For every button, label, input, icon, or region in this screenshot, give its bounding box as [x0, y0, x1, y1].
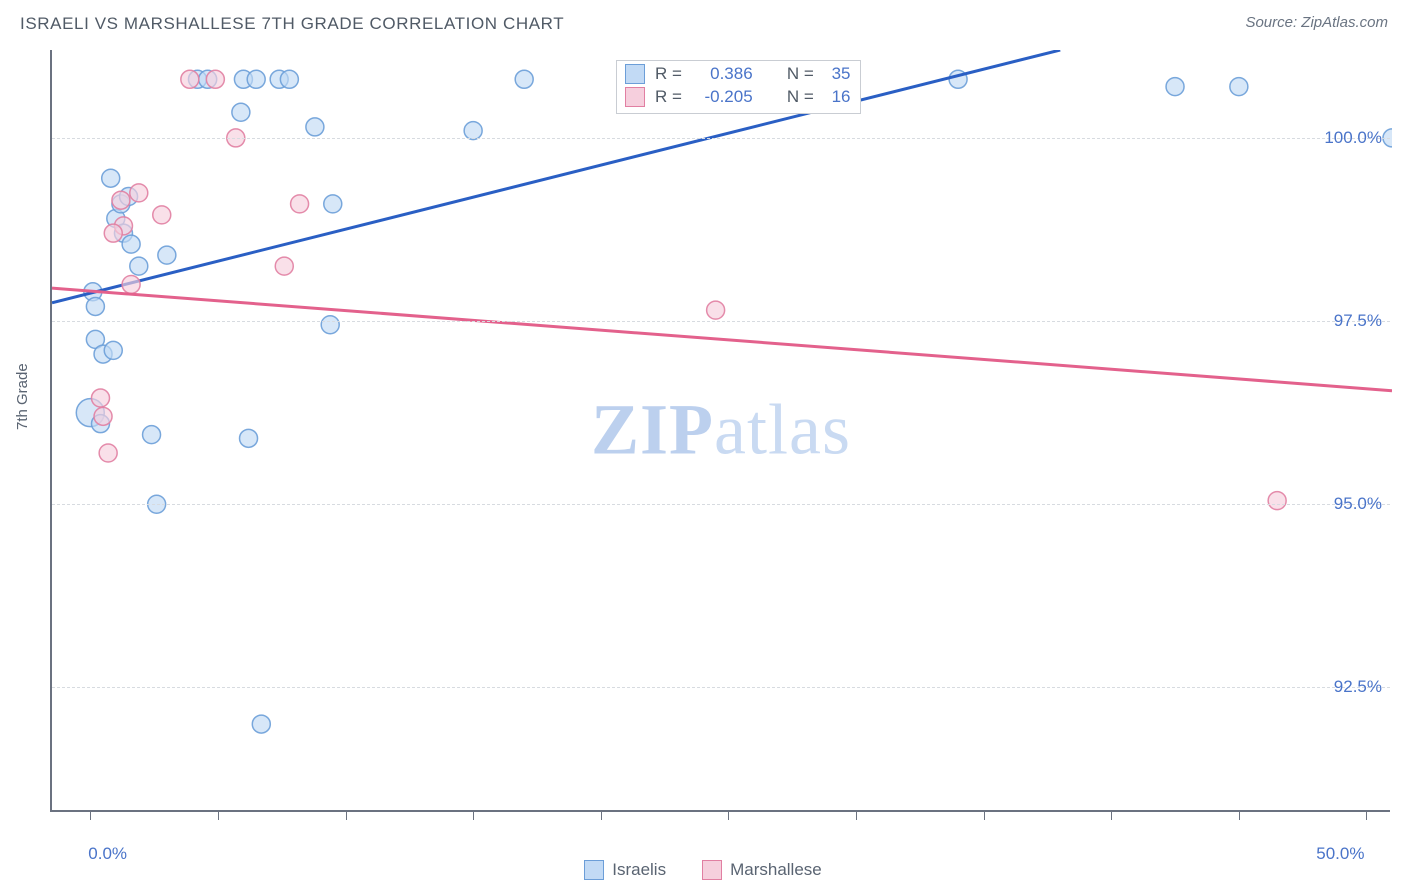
data-point — [122, 235, 140, 253]
y-axis-label: 7th Grade — [14, 363, 31, 430]
data-point — [324, 195, 342, 213]
x-tick — [728, 810, 729, 820]
data-point — [247, 70, 265, 88]
x-tick — [218, 810, 219, 820]
data-point — [240, 429, 258, 447]
data-point — [130, 184, 148, 202]
chart-container: ISRAELI VS MARSHALLESE 7TH GRADE CORRELA… — [0, 0, 1406, 892]
x-tick-label: 50.0% — [1304, 844, 1364, 864]
data-point — [104, 224, 122, 242]
y-tick-label: 100.0% — [1324, 128, 1382, 148]
data-point — [515, 70, 533, 88]
data-point — [464, 122, 482, 140]
x-tick — [1366, 810, 1367, 820]
data-point — [707, 301, 725, 319]
chart-title: ISRAELI VS MARSHALLESE 7TH GRADE CORRELA… — [20, 14, 564, 34]
x-tick — [856, 810, 857, 820]
data-point — [94, 407, 112, 425]
x-tick — [984, 810, 985, 820]
legend-label: Marshallese — [730, 860, 822, 880]
correlation-r-label: R = — [655, 86, 687, 109]
y-tick-label: 95.0% — [1334, 494, 1382, 514]
x-tick-label: 0.0% — [88, 844, 127, 864]
data-point — [306, 118, 324, 136]
x-tick — [346, 810, 347, 820]
legend-item: Marshallese — [702, 860, 822, 880]
data-point — [1166, 78, 1184, 96]
x-tick — [1239, 810, 1240, 820]
correlation-r-value: 0.386 — [697, 63, 753, 86]
legend-swatch — [584, 860, 604, 880]
legend-label: Israelis — [612, 860, 666, 880]
correlation-row: R = 0.386 N = 35 — [625, 63, 850, 86]
data-point — [102, 169, 120, 187]
data-point — [280, 70, 298, 88]
gridline — [52, 138, 1390, 139]
data-point — [112, 191, 130, 209]
correlation-row: R = -0.205 N = 16 — [625, 86, 850, 109]
correlation-r-value: -0.205 — [697, 86, 753, 109]
gridline — [52, 504, 1390, 505]
gridline — [52, 321, 1390, 322]
data-point — [153, 206, 171, 224]
scatter-svg — [52, 50, 1392, 812]
y-tick-label: 92.5% — [1334, 677, 1382, 697]
x-tick — [473, 810, 474, 820]
correlation-legend: R = 0.386 N = 35R = -0.205 N = 16 — [616, 60, 861, 114]
data-point — [1268, 492, 1286, 510]
data-point — [122, 275, 140, 293]
data-point — [321, 316, 339, 334]
x-tick — [90, 810, 91, 820]
data-point — [99, 444, 117, 462]
source-label: Source: ZipAtlas.com — [1245, 14, 1388, 31]
data-point — [1230, 78, 1248, 96]
series-legend: Israelis Marshallese — [0, 860, 1406, 880]
data-point — [252, 715, 270, 733]
correlation-n-value: 35 — [828, 63, 850, 86]
data-point — [181, 70, 199, 88]
data-point — [104, 341, 122, 359]
data-point — [291, 195, 309, 213]
data-point — [91, 389, 109, 407]
data-point — [86, 297, 104, 315]
data-point — [143, 426, 161, 444]
correlation-n-label: N = — [787, 63, 819, 86]
data-point — [232, 103, 250, 121]
gridline — [52, 687, 1390, 688]
y-tick-label: 97.5% — [1334, 311, 1382, 331]
data-point — [130, 257, 148, 275]
data-point — [158, 246, 176, 264]
correlation-n-value: 16 — [828, 86, 850, 109]
legend-item: Israelis — [584, 860, 666, 880]
data-point — [275, 257, 293, 275]
legend-swatch — [625, 87, 645, 107]
legend-swatch — [702, 860, 722, 880]
x-tick — [601, 810, 602, 820]
legend-swatch — [625, 64, 645, 84]
x-tick — [1111, 810, 1112, 820]
correlation-r-label: R = — [655, 63, 687, 86]
plot-area: ZIPatlas R = 0.386 N = 35R = -0.205 N = … — [50, 50, 1390, 812]
data-point — [206, 70, 224, 88]
correlation-n-label: N = — [787, 86, 819, 109]
